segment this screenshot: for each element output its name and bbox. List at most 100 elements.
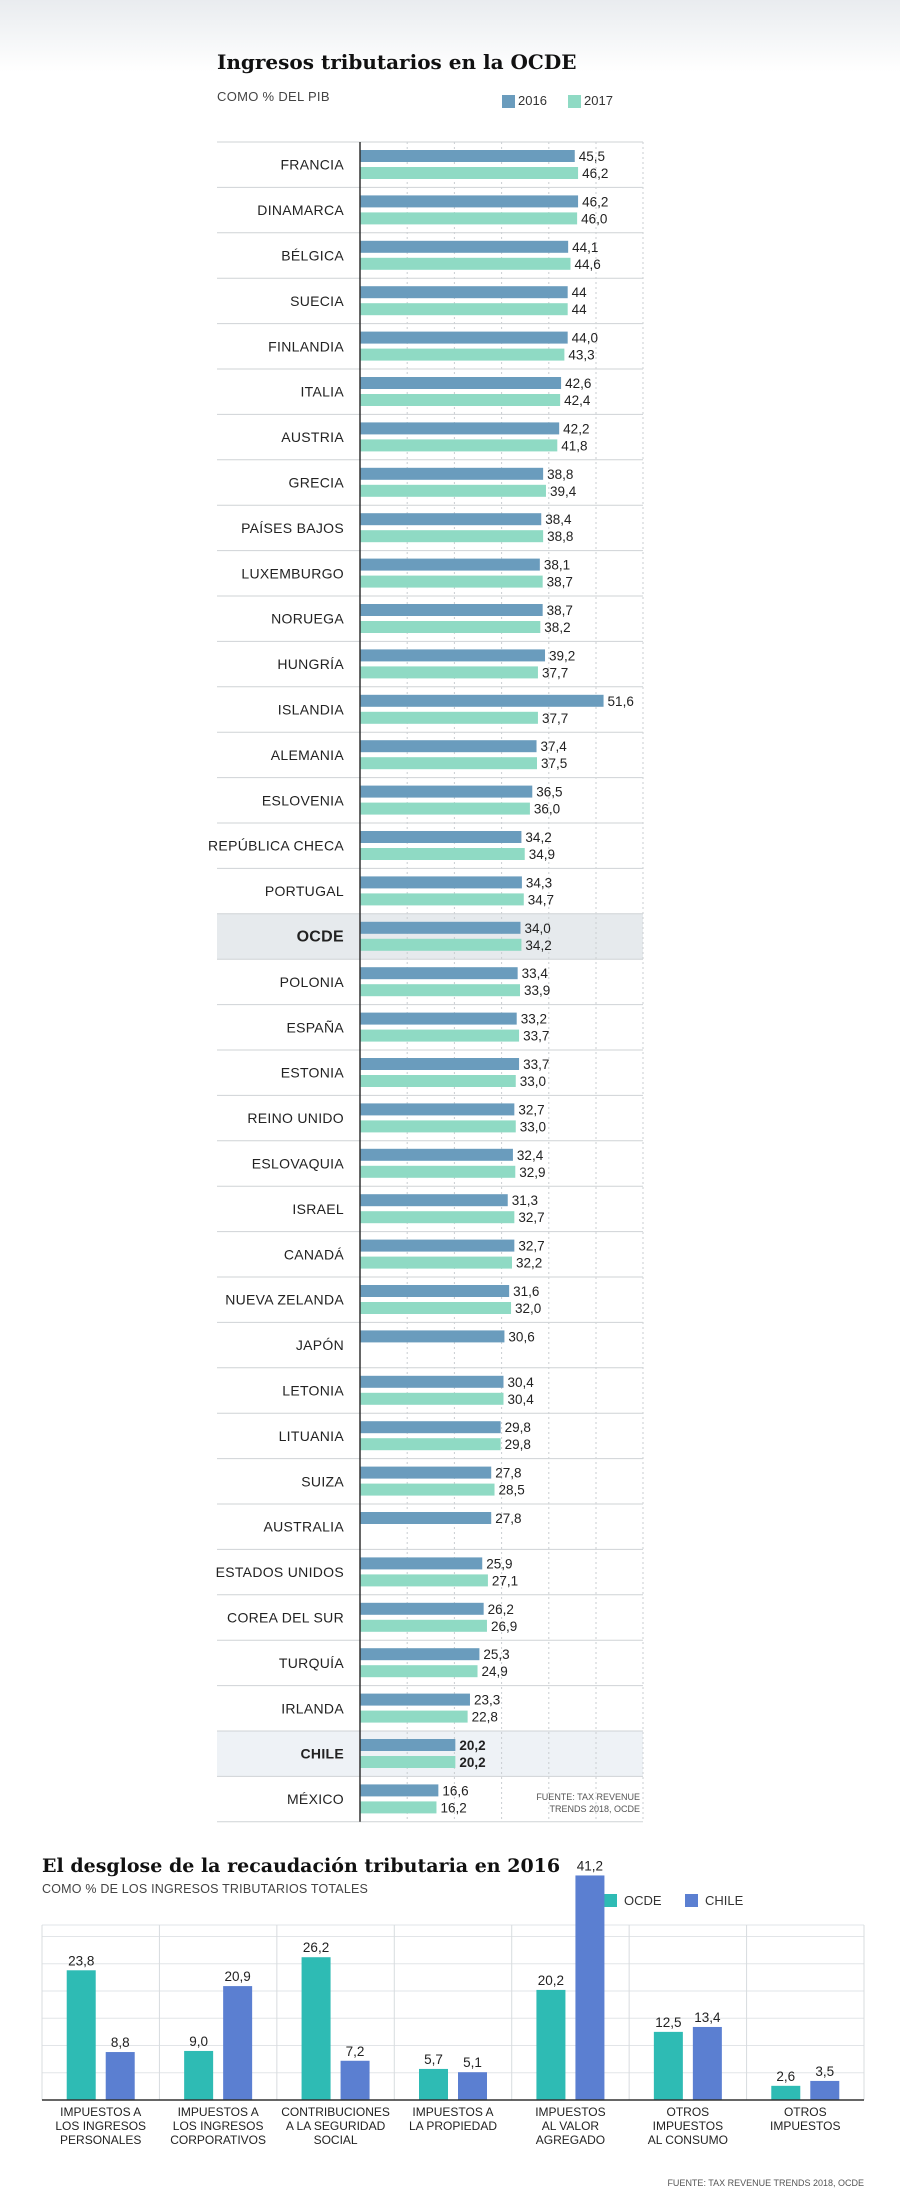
bar-2016-nueva-zelanda bbox=[360, 1285, 510, 1297]
category-label-4-line1: AL VALOR bbox=[542, 2119, 600, 2133]
bar-2016-islandia bbox=[360, 694, 604, 707]
category-label-0-line2: PERSONALES bbox=[60, 2133, 141, 2147]
value-label-2017-finlandia: 43,3 bbox=[568, 348, 594, 363]
bar-2017-noruega bbox=[360, 621, 541, 633]
value-label-ocde-1: 9,0 bbox=[189, 2034, 208, 2049]
chart1-subtitle: COMO % DEL PIB bbox=[217, 89, 330, 104]
value-label-2016-nueva-zelanda: 31,6 bbox=[513, 1284, 539, 1299]
category-label-italia: ITALIA bbox=[300, 384, 344, 400]
category-label-espana: ESPAÑA bbox=[286, 1019, 344, 1035]
bar-chile-0 bbox=[105, 2052, 135, 2100]
value-label-2016-espana: 33,2 bbox=[521, 1012, 547, 1027]
category-label-israel: ISRAEL bbox=[292, 1201, 344, 1217]
bar-2016-ocde bbox=[360, 921, 521, 934]
value-label-2017-polonia: 33,9 bbox=[524, 983, 550, 998]
value-label-2017-francia: 46,2 bbox=[582, 166, 608, 181]
value-label-2016-canada: 32,7 bbox=[518, 1239, 544, 1254]
category-label-6-line0: OTROS bbox=[784, 2105, 827, 2119]
bar-2017-alemania bbox=[360, 757, 537, 770]
bar-ocde-2 bbox=[301, 1957, 331, 2100]
bar-2017-reino-unido bbox=[360, 1120, 516, 1133]
bar-2017-portugal bbox=[360, 893, 524, 906]
value-label-2016-dinamarca: 46,2 bbox=[582, 194, 608, 209]
bar-2017-estados-unidos bbox=[360, 1574, 488, 1587]
value-label-2017-ocde: 34,2 bbox=[525, 938, 551, 953]
category-label-5-line2: AL CONSUMO bbox=[648, 2133, 728, 2147]
row-highlight-chile bbox=[217, 1731, 643, 1777]
value-label-2016-portugal: 34,3 bbox=[526, 875, 552, 890]
bar-2017-nueva-zelanda bbox=[360, 1302, 512, 1314]
bar-2017-suecia bbox=[360, 303, 568, 316]
bar-2017-mexico bbox=[360, 1801, 437, 1814]
value-label-ocde-2: 26,2 bbox=[303, 1940, 329, 1955]
chart1-source-line1: FUENTE: TAX REVENUE bbox=[536, 1792, 640, 1802]
value-label-2017-republica-checa: 34,9 bbox=[529, 847, 555, 862]
category-label-1-line1: LOS INGRESOS bbox=[173, 2119, 264, 2133]
value-label-2017-nueva-zelanda: 32,0 bbox=[515, 1301, 541, 1316]
category-label-francia: FRANCIA bbox=[280, 157, 344, 173]
value-label-2016-paises-bajos: 38,4 bbox=[545, 512, 572, 527]
value-label-chile-1: 20,9 bbox=[225, 1969, 251, 1984]
value-label-2016-polonia: 33,4 bbox=[522, 966, 549, 981]
category-label-eslovenia: ESLOVENIA bbox=[262, 792, 344, 808]
category-label-nueva-zelanda: NUEVA ZELANDA bbox=[225, 1292, 344, 1308]
category-label-republica-checa: REPÚBLICA CHECA bbox=[208, 838, 344, 854]
category-label-canada: CANADÁ bbox=[284, 1246, 345, 1262]
category-label-luxemburgo: LUXEMBURGO bbox=[241, 565, 344, 581]
bar-chile-6 bbox=[810, 2080, 840, 2100]
bar-2016-eslovaquia bbox=[360, 1148, 513, 1161]
bar-2017-israel bbox=[360, 1211, 515, 1224]
bar-2016-estados-unidos bbox=[360, 1557, 483, 1570]
category-label-paises-bajos: PAÍSES BAJOS bbox=[241, 520, 344, 536]
category-label-reino-unido: REINO UNIDO bbox=[247, 1110, 344, 1126]
value-label-2016-suecia: 44 bbox=[572, 285, 588, 300]
value-label-2017-espana: 33,7 bbox=[523, 1029, 549, 1044]
category-label-5-line0: OTROS bbox=[667, 2105, 710, 2119]
legend-swatch-chile bbox=[685, 1894, 698, 1907]
category-label-0-line1: LOS INGRESOS bbox=[55, 2119, 146, 2133]
value-label-2016-finlandia: 44,0 bbox=[572, 331, 598, 346]
value-label-chile-6: 3,5 bbox=[815, 2064, 834, 2079]
category-label-estados-unidos: ESTADOS UNIDOS bbox=[216, 1564, 344, 1580]
value-label-ocde-5: 12,5 bbox=[655, 2015, 681, 2030]
value-label-2016-islandia: 51,6 bbox=[608, 694, 634, 709]
bar-2016-corea-del-sur bbox=[360, 1602, 484, 1615]
bar-2016-eslovenia bbox=[360, 785, 533, 798]
category-label-estonia: ESTONIA bbox=[281, 1065, 345, 1081]
bar-2017-luxemburgo bbox=[360, 575, 543, 588]
value-label-2016-suiza: 27,8 bbox=[495, 1466, 521, 1481]
value-label-2016-austria: 42,2 bbox=[563, 421, 589, 436]
category-label-3-line1: LA PROPIEDAD bbox=[409, 2119, 497, 2133]
value-label-2017-grecia: 39,4 bbox=[550, 484, 577, 499]
category-label-letonia: LETONIA bbox=[282, 1383, 344, 1399]
bar-2017-eslovenia bbox=[360, 802, 530, 815]
bar-2017-corea-del-sur bbox=[360, 1619, 487, 1632]
bar-2016-reino-unido bbox=[360, 1103, 515, 1116]
legend-swatch-2016 bbox=[502, 95, 515, 108]
value-label-2017-canada: 32,2 bbox=[516, 1256, 542, 1271]
bar-2017-polonia bbox=[360, 984, 521, 997]
bar-2017-eslovaquia bbox=[360, 1165, 516, 1178]
chart1-title: Ingresos tributarios en la OCDE bbox=[217, 50, 577, 74]
bar-2017-irlanda bbox=[360, 1710, 468, 1723]
value-label-chile-4: 41,2 bbox=[577, 1858, 603, 1873]
bar-ocde-3 bbox=[419, 2068, 448, 2100]
bar-2017-islandia bbox=[360, 711, 538, 724]
category-label-5-line1: IMPUESTOS bbox=[653, 2119, 723, 2133]
category-label-2-line2: SOCIAL bbox=[314, 2133, 358, 2147]
category-label-4-line2: AGREGADO bbox=[536, 2133, 605, 2147]
bar-chile-4 bbox=[575, 1875, 605, 2100]
value-label-2017-hungria: 37,7 bbox=[542, 665, 568, 680]
value-label-2017-lituania: 29,8 bbox=[505, 1437, 531, 1452]
value-label-2016-estados-unidos: 25,9 bbox=[486, 1556, 512, 1571]
bar-ocde-4 bbox=[536, 1989, 566, 2100]
category-label-0-line0: IMPUESTOS A bbox=[60, 2105, 141, 2119]
bar-2016-japon bbox=[360, 1330, 505, 1343]
bar-chile-1 bbox=[223, 1986, 253, 2100]
top-shade bbox=[0, 0, 900, 72]
bar-2016-irlanda bbox=[360, 1693, 470, 1706]
bar-2016-suiza bbox=[360, 1466, 492, 1479]
value-label-2016-israel: 31,3 bbox=[512, 1193, 538, 1208]
value-label-2016-estonia: 33,7 bbox=[523, 1057, 549, 1072]
bar-2016-italia bbox=[360, 377, 562, 389]
